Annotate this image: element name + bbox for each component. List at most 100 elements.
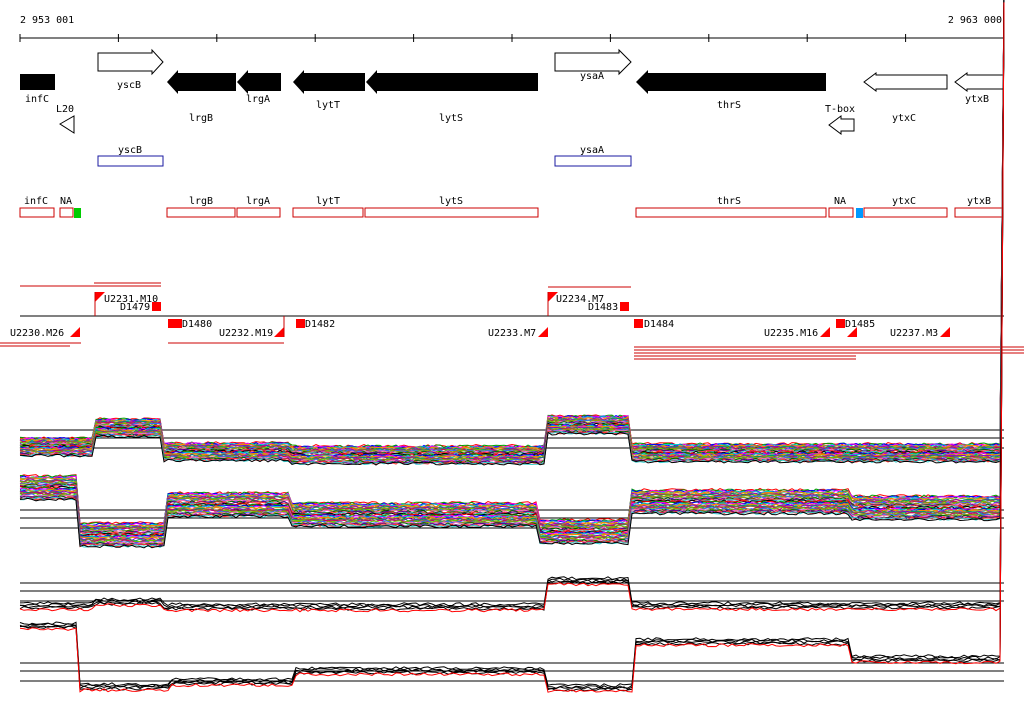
- tu-U2234.M7[interactable]: U2234.M7: [547, 292, 604, 316]
- tu-label: U2233.M7: [488, 328, 536, 339]
- ruler-start-label: 2 953 001: [20, 15, 74, 26]
- expression-profile: [19, 0, 1005, 455]
- expression-profile: [19, 1, 1005, 611]
- expression-profile: [19, 2, 1005, 459]
- ruler-end-label: 2 963 000: [948, 15, 1002, 26]
- red-annotation-ytxB[interactable]: ytxB: [954, 196, 1004, 218]
- gene-lrgB[interactable]: lrgB: [167, 70, 236, 124]
- expression-panel-forward-conditions: [19, 0, 1005, 466]
- red-annotation-lrgA[interactable]: lrgA: [236, 196, 281, 218]
- downshift-D1480[interactable]: D1480: [168, 319, 212, 330]
- gene-infC[interactable]: infC: [20, 74, 55, 105]
- expression-profile: [19, 0, 1005, 457]
- expression-profile: [19, 0, 1005, 458]
- expression-profile: [19, 0, 1005, 449]
- element-T-box[interactable]: T-box: [825, 104, 855, 135]
- downshift-D1482[interactable]: D1482: [296, 319, 335, 330]
- expression-profile: [19, 9, 1005, 547]
- gene-lrgA[interactable]: lrgA: [237, 70, 281, 105]
- annotation-label: NA: [834, 196, 846, 207]
- expression-profile: [19, 0, 1005, 691]
- annotation-label: ysaA: [580, 145, 604, 156]
- tu-label: U2231.M10: [104, 294, 158, 305]
- gene-ytxC[interactable]: ytxC: [863, 72, 948, 124]
- expression-profile: [19, 0, 1005, 450]
- expression-profile: [19, 7, 1005, 466]
- tu-U2235.M16[interactable]: U2235.M16: [764, 327, 857, 339]
- annotation-label: lytT: [316, 196, 340, 207]
- expression-profile: [19, 1, 1005, 458]
- element-label: T-box: [825, 104, 855, 115]
- expression-panel-forward-summary: [19, 0, 1005, 613]
- expression-profile: [19, 1, 1005, 537]
- gene-label: ysaA: [580, 71, 604, 82]
- tu-U2237.M3[interactable]: U2237.M3: [890, 327, 950, 339]
- red-annotation-ytxC[interactable]: ytxC: [863, 196, 948, 218]
- tu-label: U2234.M7: [556, 294, 604, 305]
- red-annotation-infC[interactable]: infC: [19, 196, 55, 218]
- tu-U2230.M26[interactable]: U2230.M26: [10, 327, 80, 339]
- gene-yscB[interactable]: yscB: [97, 48, 164, 91]
- gene-lytS[interactable]: lytS: [366, 70, 538, 124]
- expression-profile: [19, 0, 1005, 688]
- downshift-label: D1484: [644, 319, 674, 330]
- downshift-D1484[interactable]: D1484: [634, 319, 674, 330]
- expression-profile: [19, 0, 1005, 453]
- gene-label: ytxC: [892, 113, 916, 124]
- gene-label: infC: [25, 94, 49, 105]
- downshift-D1483[interactable]: D1483: [588, 302, 629, 313]
- gene-ysaA[interactable]: ysaA: [554, 48, 632, 82]
- expression-profile: [19, 6, 1005, 466]
- expression-profile: [19, 0, 1005, 610]
- blue-annotation-track: yscB ysaA: [97, 145, 632, 167]
- downshift-D1485[interactable]: D1485: [836, 319, 875, 330]
- red-annotation-thrS[interactable]: thrS: [635, 196, 827, 218]
- downshift-label: D1485: [845, 319, 875, 330]
- blue-annotation-ysaA[interactable]: ysaA: [554, 145, 632, 167]
- gene-label: lytT: [316, 100, 340, 111]
- annotation-label: ytxB: [967, 196, 991, 207]
- expression-profile: [19, 2, 1005, 693]
- gene-thrS[interactable]: thrS: [636, 70, 826, 111]
- tu-label: U2232.M19: [219, 328, 273, 339]
- expression-profile: [19, 0, 1005, 452]
- expression-profile: [19, 0, 1005, 457]
- expression-profile: [20, 0, 1005, 689]
- red-annotation-lytT[interactable]: lytT: [292, 196, 364, 218]
- downshift-label: D1479: [120, 302, 150, 313]
- expression-profile: [19, 11, 1005, 548]
- gene-lytT[interactable]: lytT: [293, 70, 365, 111]
- expression-profile: [19, 1, 1005, 460]
- red-annotation-NA-1[interactable]: NA: [59, 196, 81, 218]
- tu-U2232.M19[interactable]: U2232.M19: [219, 316, 285, 339]
- downshift-D1479[interactable]: D1479: [120, 302, 161, 313]
- expression-profile: [19, 0, 1005, 530]
- gene-label: lytS: [439, 113, 463, 124]
- regulatory-elements-track: L20 T-box: [56, 104, 855, 135]
- expression-profile: [19, 2, 1005, 462]
- tu-U2233.M7[interactable]: U2233.M7: [488, 327, 548, 339]
- red-annotation-lrgB[interactable]: lrgB: [166, 196, 236, 218]
- blue-annotation-yscB[interactable]: yscB: [97, 145, 164, 167]
- downshift-label: D1483: [588, 302, 618, 313]
- expression-profile: [19, 1, 1005, 459]
- tu-label: U2237.M3: [890, 328, 938, 339]
- gene-label: thrS: [717, 100, 741, 111]
- red-annotation-NA-2[interactable]: NA: [828, 196, 863, 218]
- gene-label: lrgB: [189, 113, 213, 124]
- annotation-label: lrgB: [189, 196, 213, 207]
- annotation-label: yscB: [118, 145, 142, 156]
- element-L20[interactable]: L20: [56, 104, 75, 134]
- red-annotation-track: infC NA lrgB lrgA lytT lytS thrS: [19, 196, 1004, 218]
- expression-profile: [19, 0, 1005, 692]
- red-annotation-lytS[interactable]: lytS: [364, 196, 539, 218]
- tu-U2231.M10[interactable]: U2231.M10: [94, 292, 158, 316]
- gene-ytxB[interactable]: ytxB: [954, 72, 1004, 105]
- gene-label: lrgA: [246, 94, 270, 105]
- tu-label: U2230.M26: [10, 328, 64, 339]
- expression-profile: [19, 0, 1005, 454]
- green-marker: [74, 208, 81, 218]
- tu-label: U2235.M16: [764, 328, 818, 339]
- expression-profile: [19, 4, 1005, 463]
